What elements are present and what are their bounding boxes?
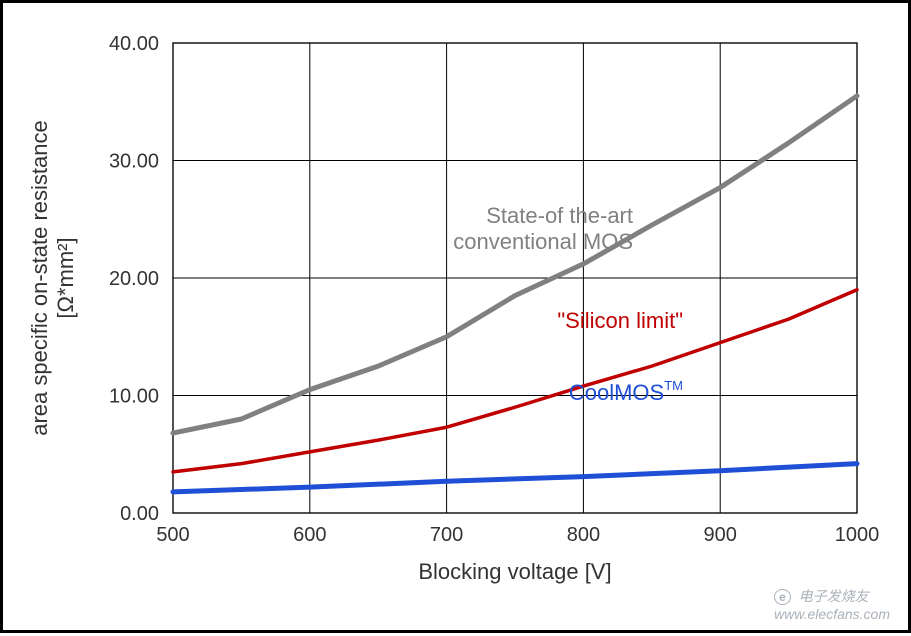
y-axis-label: area specific on-state resistance[Ω*mm²]	[27, 120, 78, 436]
x-tick-label: 500	[156, 524, 189, 546]
label-silicon-limit: "Silicon limit"	[557, 308, 683, 333]
x-axis-label: Blocking voltage [V]	[418, 559, 611, 584]
watermark-cn: 电子发烧友	[799, 588, 869, 604]
watermark-site: www.elecfans.com	[774, 606, 890, 622]
y-tick-label: 30.00	[109, 151, 159, 173]
x-tick-label: 1000	[835, 524, 880, 546]
label-state-of-the-art-2: conventional MOS	[453, 229, 633, 254]
y-tick-label: 0.00	[120, 503, 159, 525]
y-tick-label: 10.00	[109, 386, 159, 408]
watermark: e 电子发烧友 www.elecfans.com	[774, 586, 890, 622]
x-tick-label: 700	[430, 524, 463, 546]
x-tick-label: 600	[293, 524, 326, 546]
x-tick-label: 800	[567, 524, 600, 546]
chart-container: 500 600 700 800 900 1000 0.00 10.00 20.00 30.00 40…	[3, 3, 908, 630]
chart-frame: 500 600 700 800 900 1000 0.00 10.00 20.00 30.00 40…	[0, 0, 911, 633]
chart-svg: 500 600 700 800 900 1000 0.00 10.00 20.00 30.00 40…	[3, 3, 911, 636]
x-tick-label: 900	[704, 524, 737, 546]
label-state-of-the-art-1: State-of the-art	[486, 203, 633, 228]
y-tick-label: 20.00	[109, 268, 159, 290]
y-tick-label: 40.00	[109, 33, 159, 55]
watermark-brand-icon: e	[774, 589, 791, 605]
